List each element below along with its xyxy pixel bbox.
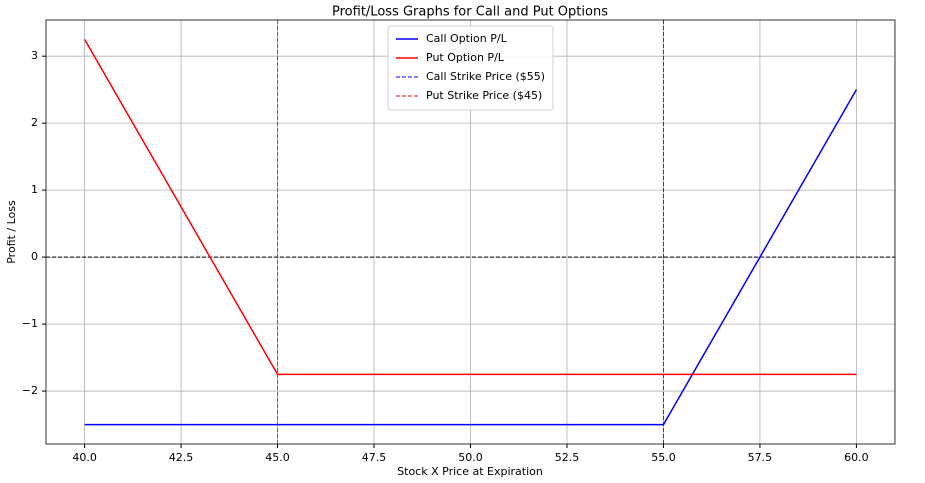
y-tick-label: 2: [31, 116, 38, 129]
x-tick-label: 55.0: [651, 451, 676, 464]
x-tick-label: 57.5: [748, 451, 773, 464]
y-tick-label: 3: [31, 49, 38, 62]
legend-label: Put Strike Price ($45): [426, 89, 542, 102]
legend-box: [387, 25, 554, 111]
y-axis-label: Profit / Loss: [5, 200, 18, 264]
y-tick-label: −2: [22, 384, 38, 397]
legend-label: Put Option P/L: [426, 51, 505, 64]
x-tick-label: 40.0: [72, 451, 97, 464]
x-tick-label: 60.0: [844, 451, 869, 464]
x-tick-label: 42.5: [169, 451, 194, 464]
chart-title: Profit/Loss Graphs for Call and Put Opti…: [332, 5, 608, 20]
x-tick-label: 50.0: [458, 451, 483, 464]
series-line: [84, 89, 858, 426]
plot-frame: [45, 19, 896, 445]
x-tick-label: 45.0: [265, 451, 290, 464]
x-tick-label: 47.5: [362, 451, 387, 464]
y-tick-label: −1: [22, 317, 38, 330]
y-tick-label: 1: [31, 183, 38, 196]
x-axis-label: Stock X Price at Expiration: [397, 465, 543, 478]
y-tick-label: 0: [31, 250, 38, 263]
legend-label: Call Strike Price ($55): [426, 70, 545, 83]
legend-label: Call Option P/L: [426, 32, 508, 45]
x-tick-label: 52.5: [555, 451, 580, 464]
series-line: [83, 39, 857, 376]
